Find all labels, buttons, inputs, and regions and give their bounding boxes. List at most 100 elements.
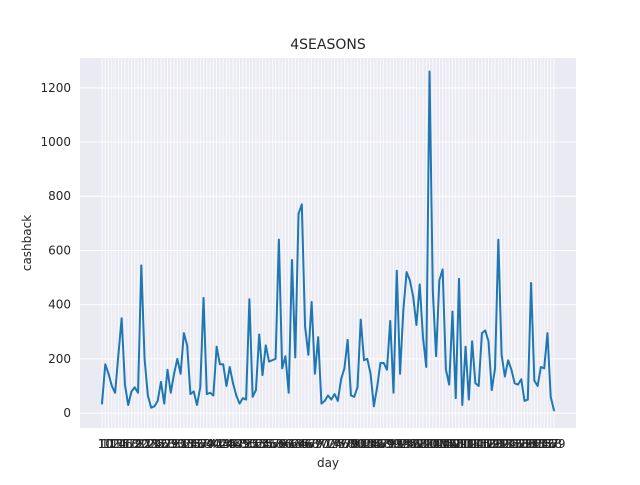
x-tick-label: 88 xyxy=(376,437,391,451)
x-tick-label: 62 xyxy=(284,437,299,451)
x-tick-label: 138 xyxy=(539,437,562,451)
x-tick-label: 93 xyxy=(396,437,411,451)
x-tick-label: 37 xyxy=(193,437,208,451)
x-tick-label: 66 xyxy=(297,437,312,451)
x-tick-label: 33 xyxy=(180,437,195,451)
x-tick-label: 95 xyxy=(402,437,417,451)
x-tick-label: 116 xyxy=(467,437,490,451)
x-tick-label: 108 xyxy=(441,437,464,451)
x-tick-label: 36 xyxy=(189,437,204,451)
x-tick-label: 18 xyxy=(124,437,139,451)
y-tick-label: 600 xyxy=(48,243,71,257)
x-tick-label: 58 xyxy=(268,437,283,451)
x-tick-label: 100 xyxy=(415,437,438,451)
x-tick-label: 30 xyxy=(170,437,185,451)
x-tick-label: 43 xyxy=(216,437,231,451)
x-axis-label: day xyxy=(317,456,339,470)
x-tick-label: 115 xyxy=(464,437,487,451)
x-tick-label: 16 xyxy=(117,437,132,451)
x-tick-label: 130 xyxy=(513,437,536,451)
x-tick-label: 106 xyxy=(434,437,457,451)
x-tick-label: 47 xyxy=(229,437,244,451)
x-tick-label: 31 xyxy=(173,437,188,451)
x-tick-label: 19 xyxy=(127,437,142,451)
x-tick-label: 75 xyxy=(330,437,345,451)
x-tick-label: 57 xyxy=(265,437,280,451)
x-tick-label: 35 xyxy=(186,437,201,451)
x-tick-label: 2 xyxy=(134,437,142,451)
x-tick-label: 53 xyxy=(252,437,267,451)
x-tick-label: 127 xyxy=(503,437,526,451)
x-tick-label: 89 xyxy=(379,437,394,451)
x-tick-label: 105 xyxy=(431,437,454,451)
x-tick-label: 39 xyxy=(199,437,214,451)
x-tick-label: 104 xyxy=(428,437,451,451)
x-tick-label: 10 xyxy=(98,437,113,451)
y-gridlines xyxy=(80,87,576,414)
x-tick-label: 110 xyxy=(448,437,471,451)
x-tick-label: 32 xyxy=(176,437,191,451)
x-tick-label: 72 xyxy=(320,437,335,451)
x-tick-label: 45 xyxy=(222,437,237,451)
x-tick-label: 86 xyxy=(369,437,384,451)
x-tick-label: 1 xyxy=(98,437,106,451)
x-tick-label: 56 xyxy=(261,437,276,451)
x-tick-label: 4 xyxy=(206,437,214,451)
x-tick-label: 5 xyxy=(242,437,250,451)
y-tick-label: 200 xyxy=(48,352,71,366)
x-tick-label: 67 xyxy=(301,437,316,451)
x-tick-label: 29 xyxy=(163,437,178,451)
y-axis-label: cashback xyxy=(20,215,34,271)
x-tick-label: 44 xyxy=(219,437,234,451)
x-tick-label: 70 xyxy=(314,437,329,451)
y-tick-labels: 0 200 400 600 800 1000 1200 xyxy=(40,81,71,420)
x-tick-label: 68 xyxy=(304,437,319,451)
x-tick-label: 14 xyxy=(111,437,126,451)
x-tick-label: 54 xyxy=(255,437,270,451)
x-tick-label: 7 xyxy=(314,437,322,451)
x-tick-label: 97 xyxy=(409,437,424,451)
x-tick-label: 23 xyxy=(143,437,158,451)
x-tick-label: 90 xyxy=(386,437,401,451)
y-tick-label: 800 xyxy=(48,189,71,203)
x-tick-label: 122 xyxy=(487,437,510,451)
x-tick-label: 20 xyxy=(134,437,149,451)
x-tick-label: 38 xyxy=(196,437,211,451)
x-tick-label: 26 xyxy=(153,437,168,451)
x-tick-label: 92 xyxy=(392,437,407,451)
x-tick-label: 121 xyxy=(484,437,507,451)
x-tick-label: 99 xyxy=(415,437,430,451)
x-tick-label: 61 xyxy=(281,437,296,451)
x-tick-label: 55 xyxy=(258,437,273,451)
x-tick-label: 124 xyxy=(493,437,516,451)
x-tick-label: 40 xyxy=(206,437,221,451)
chart-title: 4SEASONS xyxy=(290,37,366,53)
x-tick-label: 137 xyxy=(536,437,559,451)
x-tick-label: 28 xyxy=(160,437,175,451)
x-tick-label: 102 xyxy=(421,437,444,451)
x-tick-label: 50 xyxy=(242,437,257,451)
x-tick-label: 91 xyxy=(389,437,404,451)
x-tick-label: 139 xyxy=(543,437,566,451)
x-tick-label: 103 xyxy=(425,437,448,451)
x-tick-label: 25 xyxy=(150,437,165,451)
x-tick-label: 8 xyxy=(350,437,358,451)
x-tick-label: 85 xyxy=(366,437,381,451)
x-tick-labels: 1101112131415161718192202122232425262728… xyxy=(98,437,566,451)
x-tick-label: 12 xyxy=(104,437,119,451)
x-tick-label: 15 xyxy=(114,437,129,451)
x-tick-label: 132 xyxy=(520,437,543,451)
x-tick-label: 94 xyxy=(399,437,414,451)
x-tick-label: 78 xyxy=(340,437,355,451)
x-tick-label: 83 xyxy=(360,437,375,451)
x-tick-label: 65 xyxy=(294,437,309,451)
x-tick-label: 84 xyxy=(363,437,378,451)
x-tick-label: 34 xyxy=(183,437,198,451)
x-tick-label: 13 xyxy=(107,437,122,451)
x-tick-label: 3 xyxy=(170,437,178,451)
x-tick-label: 135 xyxy=(529,437,552,451)
x-tick-label: 59 xyxy=(271,437,286,451)
series-line xyxy=(101,70,555,412)
x-tick-label: 128 xyxy=(507,437,530,451)
